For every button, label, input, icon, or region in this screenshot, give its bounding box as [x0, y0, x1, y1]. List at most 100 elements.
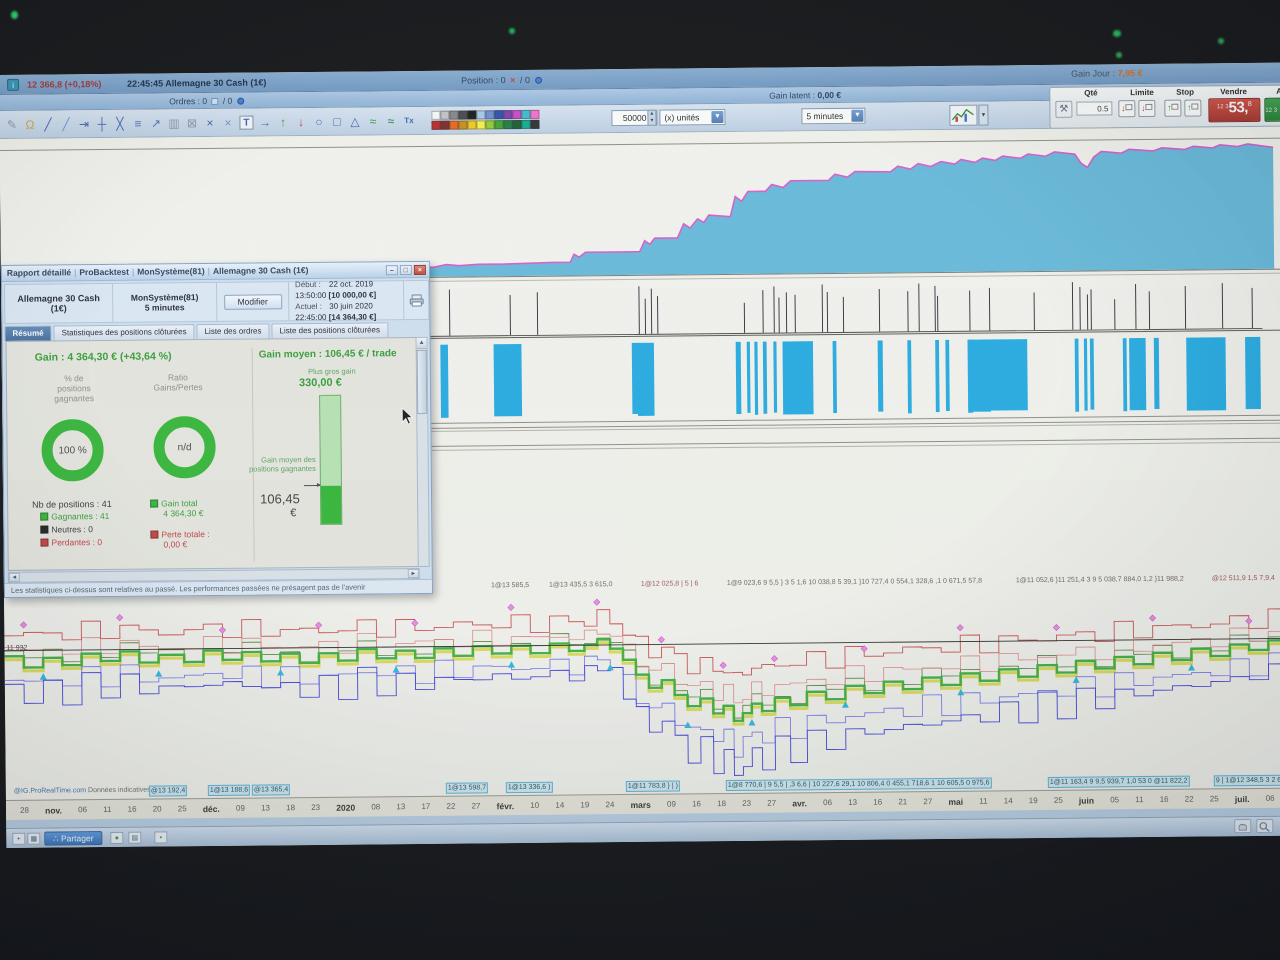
add-icon[interactable]: +: [12, 832, 26, 845]
order-settings-icon[interactable]: ⚒: [1055, 100, 1073, 118]
dialog-vscrollbar[interactable]: ▲: [415, 336, 430, 568]
color-swatch[interactable]: [476, 120, 486, 130]
buy-stop-button[interactable]: ↑: [1164, 99, 1182, 117]
modify-button[interactable]: Modifier: [223, 293, 282, 310]
color-swatch[interactable]: [431, 120, 441, 130]
arrow-up-icon[interactable]: ↑: [279, 115, 287, 130]
timeline-tick: 14: [555, 800, 565, 810]
maximize-button[interactable]: □: [399, 265, 412, 276]
zoom-tool-icon[interactable]: [1256, 818, 1274, 833]
horizontal-line-icon[interactable]: ⇥: [78, 117, 90, 132]
delete-drawing-icon[interactable]: ×: [206, 115, 214, 131]
layout-icon[interactable]: ▦: [27, 832, 41, 845]
close-position-icon[interactable]: ×: [510, 75, 516, 86]
color-swatch[interactable]: [485, 110, 495, 120]
color-swatch[interactable]: [449, 120, 459, 130]
orders-target-icon[interactable]: [237, 97, 245, 105]
close-button[interactable]: ×: [413, 264, 426, 276]
gain-jour-label: Gain Jour :: [1070, 68, 1116, 79]
tab-liste-des-ordres[interactable]: Liste des ordres: [196, 323, 270, 340]
color-swatch[interactable]: [467, 110, 477, 120]
alert-bell-icon[interactable]: Ω: [25, 117, 35, 132]
minimize-button[interactable]: –: [385, 265, 398, 276]
print-icon[interactable]: [404, 281, 428, 319]
calendar-icon[interactable]: ▤: [128, 831, 142, 844]
color-swatch[interactable]: [485, 120, 495, 130]
tab-r-sum-[interactable]: Résumé: [4, 325, 52, 341]
timeline-tick: 16: [127, 804, 137, 814]
tab-liste-des-positions-cl-tur-es[interactable]: Liste des positions clôturées: [271, 322, 389, 339]
chart-type-button[interactable]: [949, 104, 978, 126]
quantity-spinner-arrows[interactable]: ▲ ▼: [647, 109, 657, 126]
reflection-dot: [1218, 38, 1224, 44]
buy-limit-button[interactable]: ↓: [1118, 100, 1136, 118]
scroll-right-icon[interactable]: ►: [407, 568, 419, 579]
tx-icon[interactable]: Tx: [404, 116, 414, 126]
color-swatch[interactable]: [521, 119, 531, 129]
text-tool-icon[interactable]: T: [239, 115, 254, 130]
scroll-left-icon[interactable]: ◄: [8, 572, 20, 582]
delete-all-icon[interactable]: ×: [224, 115, 232, 130]
trade-label: 1@9 023,6 9 5,5 } 3 5 1,6 10 038,8 5 39,…: [726, 577, 982, 588]
gain-summary: Gain : 4 364,30 € (+43,64 %): [34, 350, 172, 364]
triangle-tool-icon[interactable]: △: [350, 114, 360, 129]
fibonacci-icon[interactable]: ≡: [134, 116, 142, 131]
dialog-body: Gain : 4 364,30 € (+43,64 %) Gain moyen …: [5, 336, 420, 571]
color-swatch[interactable]: [512, 119, 522, 130]
orders-list-icon[interactable]: [211, 97, 219, 105]
color-swatch[interactable]: [440, 120, 450, 130]
color-swatch[interactable]: [503, 110, 513, 120]
vertical-line-icon[interactable]: ┼: [97, 116, 107, 132]
scroll-up-icon[interactable]: ▲: [416, 337, 427, 350]
rect-tool-icon[interactable]: □: [333, 114, 341, 129]
color-swatch[interactable]: [476, 110, 486, 120]
trendline-icon[interactable]: ╱: [44, 117, 52, 132]
ellipse-tool-icon[interactable]: ○: [315, 114, 323, 129]
pencil-icon[interactable]: ✎: [6, 117, 18, 132]
pattern-icon[interactable]: ≈: [387, 114, 395, 129]
sell-stop-button[interactable]: ↑: [1184, 99, 1202, 117]
status-icon[interactable]: ●: [110, 831, 124, 844]
timeline-tick: 24: [605, 800, 615, 810]
equity-curve-chart: [0, 137, 1280, 282]
color-swatch[interactable]: [530, 109, 540, 119]
orders-count: 0: [202, 96, 208, 107]
cross-lines-icon[interactable]: ╳: [116, 116, 124, 131]
color-swatch[interactable]: [431, 110, 441, 120]
color-swatch[interactable]: [449, 110, 459, 120]
color-swatch[interactable]: [458, 120, 468, 130]
eraser-icon[interactable]: ⊠: [186, 116, 198, 131]
buy-button[interactable]: 12 3: [1264, 97, 1280, 122]
orders-status: Ordres : 0 / 0: [169, 96, 245, 107]
pan-tool-icon[interactable]: [1234, 819, 1252, 834]
position-target-icon[interactable]: [535, 76, 543, 84]
color-swatch[interactable]: [494, 120, 504, 130]
timeline-month-label: févr.: [496, 800, 515, 811]
scroll-thumb[interactable]: [416, 349, 428, 415]
chart-type-dropdown-arrow[interactable]: ▼: [978, 104, 989, 126]
color-swatch[interactable]: [494, 110, 504, 120]
trade-label: 1@13 435,5 3 615,0: [548, 581, 613, 589]
gain-total: Gain total 4 364,30 €: [150, 498, 203, 519]
segment-icon[interactable]: ╱: [62, 117, 70, 132]
order-qty-field[interactable]: 0.5: [1076, 101, 1113, 116]
connection-icon[interactable]: ▪: [154, 831, 168, 844]
sell-button[interactable]: 12 353,8: [1208, 97, 1261, 123]
growth-line-icon[interactable]: ↗: [150, 116, 162, 131]
timeframe-dropdown[interactable]: 5 minutes ▼: [801, 107, 866, 125]
color-swatch[interactable]: [467, 120, 477, 130]
trash-icon[interactable]: ▥: [168, 116, 180, 131]
color-swatch[interactable]: [521, 109, 531, 119]
units-dropdown[interactable]: (x) unités ▼: [659, 109, 726, 126]
arrow-down-icon[interactable]: ↓: [297, 115, 305, 130]
share-button[interactable]: ∴ Partager: [44, 831, 103, 846]
color-swatch[interactable]: [530, 119, 540, 129]
color-swatch[interactable]: [458, 110, 468, 120]
color-swatch[interactable]: [503, 120, 513, 130]
color-swatch[interactable]: [440, 110, 450, 120]
zigzag-icon[interactable]: ≈: [369, 114, 377, 129]
color-swatch[interactable]: [512, 109, 522, 120]
sell-limit-button[interactable]: ↓: [1138, 99, 1156, 118]
tab-statistiques-des-positions-cl-tur-es[interactable]: Statistiques des positions clôturées: [53, 324, 195, 341]
arrow-right-icon[interactable]: →: [258, 115, 272, 130]
